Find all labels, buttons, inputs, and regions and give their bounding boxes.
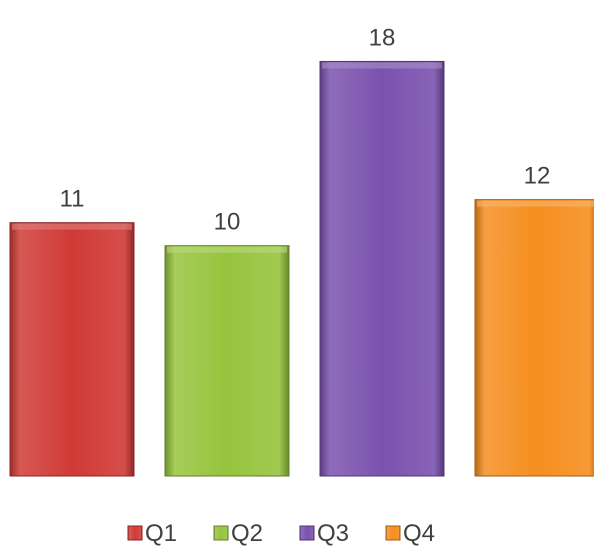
data-label-q1: 11 <box>60 186 85 213</box>
data-label-q2: 10 <box>214 209 241 236</box>
bar-q4 <box>474 199 594 477</box>
legend-label-q1: Q1 <box>145 520 177 547</box>
bar-highlight-q4 <box>477 200 594 207</box>
bar-q1 <box>9 222 135 477</box>
data-labels-group: 11 10 18 12 <box>60 24 551 235</box>
bar-q3 <box>319 60 445 477</box>
bars-group <box>9 60 594 477</box>
bar-q2 <box>164 245 290 477</box>
legend-swatch-q1 <box>127 525 143 541</box>
data-label-q4: 12 <box>524 163 551 190</box>
data-label-q3: 18 <box>369 24 396 51</box>
legend-swatch-q2 <box>213 525 229 541</box>
legend-swatch-q3 <box>299 525 315 541</box>
legend-label-q3: Q3 <box>317 520 349 547</box>
legend: Q1 Q2 Q3 Q4 <box>127 520 435 547</box>
legend-label-q2: Q2 <box>231 520 263 547</box>
legend-swatch-q4 <box>385 525 401 541</box>
bar-highlight-q3 <box>322 62 442 69</box>
bar-highlight-q1 <box>12 223 132 230</box>
legend-label-q4: Q4 <box>403 520 435 547</box>
bar-highlight-q2 <box>167 246 287 253</box>
